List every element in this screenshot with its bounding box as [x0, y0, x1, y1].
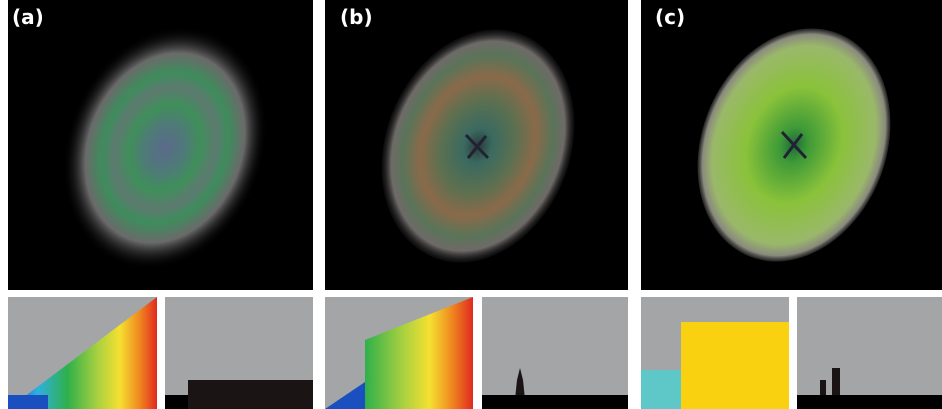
panel-b: (b)	[325, 0, 628, 409]
panel-label: (c)	[655, 5, 685, 29]
transfer-function-opacity	[797, 297, 942, 409]
color-block-yellow	[681, 322, 789, 409]
color-ramp-base	[8, 395, 48, 409]
panel-label: (b)	[340, 5, 373, 29]
panel-a: (a)	[8, 0, 313, 409]
panel-label: (a)	[12, 5, 44, 29]
opacity-base	[797, 395, 942, 409]
opacity-base	[165, 395, 188, 409]
transfer-function-opacity	[482, 297, 628, 409]
color-block-cyan	[641, 370, 681, 409]
opacity-base	[482, 395, 628, 409]
panel-c: (c)	[641, 0, 942, 409]
opacity-step	[188, 380, 313, 409]
figure: (a) (b) (c)	[0, 0, 942, 409]
